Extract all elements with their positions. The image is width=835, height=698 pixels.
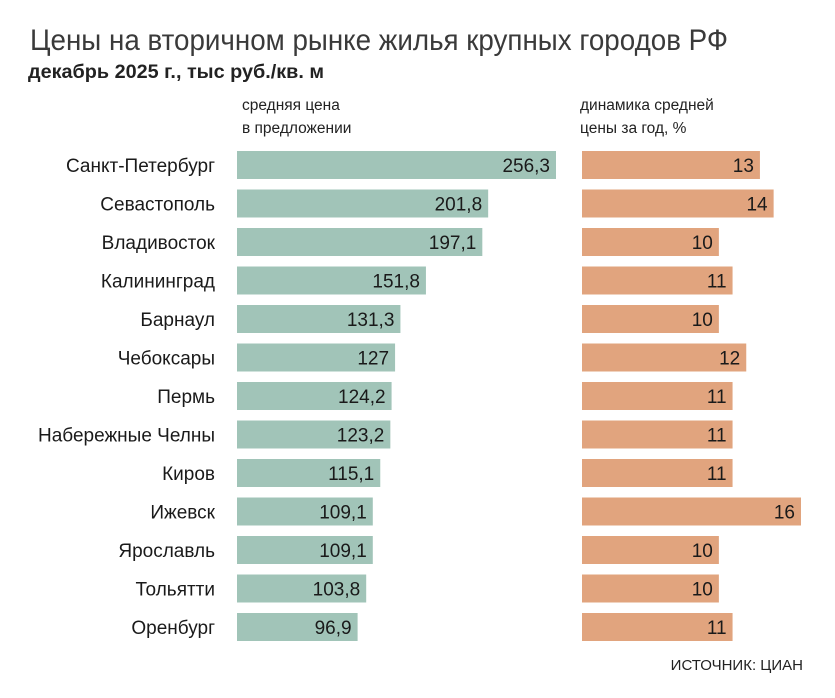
change-bar bbox=[582, 151, 760, 179]
category-label: Оренбург bbox=[131, 618, 215, 639]
price-bar bbox=[237, 613, 358, 641]
price-label: 256,3 bbox=[502, 156, 550, 177]
price-bar bbox=[237, 305, 401, 333]
change-label: 10 bbox=[692, 310, 713, 331]
price-header-line1: средняя цена bbox=[242, 97, 340, 114]
category-label: Тольятти bbox=[135, 580, 215, 601]
change-label: 10 bbox=[692, 233, 713, 254]
price-bar bbox=[237, 420, 391, 449]
price-bar bbox=[237, 189, 489, 218]
price-label: 151,8 bbox=[372, 272, 420, 293]
category-label: Калининград bbox=[101, 272, 215, 293]
price-bar bbox=[237, 574, 367, 603]
change-label: 10 bbox=[692, 541, 713, 562]
price-bar bbox=[237, 497, 373, 526]
category-label: Киров bbox=[162, 464, 215, 485]
change-bar bbox=[582, 613, 733, 641]
category-label: Ижевск bbox=[150, 503, 215, 524]
category-label: Чебоксары bbox=[118, 349, 215, 370]
price-label: 127 bbox=[357, 349, 389, 370]
source-note: ИСТОЧНИК: ЦИАН bbox=[671, 657, 803, 674]
price-bar bbox=[237, 382, 392, 410]
price-bar bbox=[237, 266, 426, 295]
price-label: 124,2 bbox=[338, 387, 386, 408]
change-bar bbox=[582, 343, 747, 372]
category-label: Ярославль bbox=[118, 541, 215, 562]
change-label: 11 bbox=[707, 464, 727, 485]
price-label: 197,1 bbox=[429, 233, 477, 254]
price-label: 131,3 bbox=[347, 310, 395, 331]
change-bar bbox=[582, 420, 733, 449]
price-label: 115,1 bbox=[328, 464, 374, 485]
change-label: 11 bbox=[707, 387, 727, 408]
chart-subtitle: декабрь 2025 г., тыс руб./кв. м bbox=[28, 62, 324, 83]
price-bar bbox=[237, 536, 373, 564]
change-label: 11 bbox=[707, 426, 727, 447]
change-label: 11 bbox=[707, 618, 727, 639]
change-label: 13 bbox=[733, 156, 754, 177]
price-label: 109,1 bbox=[319, 541, 367, 562]
price-label: 96,9 bbox=[315, 618, 352, 639]
price-header-line2: в предложении bbox=[242, 120, 351, 137]
bars-group: Санкт-Петербург 256,3 13 Севастополь 201,8 14… bbox=[38, 151, 801, 641]
change-bar bbox=[582, 189, 774, 218]
change-bar bbox=[582, 305, 719, 333]
category-label: Севастополь bbox=[100, 195, 215, 216]
change-label: 10 bbox=[692, 580, 713, 601]
price-bar bbox=[237, 228, 483, 256]
change-label: 16 bbox=[774, 503, 795, 524]
change-bar bbox=[582, 574, 719, 603]
change-label: 12 bbox=[719, 349, 740, 370]
category-label: Пермь bbox=[157, 387, 215, 408]
price-bar bbox=[237, 459, 381, 487]
price-label: 123,2 bbox=[337, 426, 385, 447]
price-label: 103,8 bbox=[313, 580, 361, 601]
category-label: Владивосток bbox=[102, 233, 216, 254]
category-label: Санкт-Петербург bbox=[66, 156, 215, 177]
price-bar bbox=[237, 151, 556, 179]
category-label: Набережные Челны bbox=[38, 426, 215, 447]
change-bar bbox=[582, 382, 733, 410]
change-label: 11 bbox=[707, 272, 727, 293]
change-bar bbox=[582, 266, 733, 295]
change-header-line2: цены за год, % bbox=[580, 120, 687, 137]
price-bar bbox=[237, 343, 396, 372]
price-label: 201,8 bbox=[435, 195, 483, 216]
change-bar bbox=[582, 497, 801, 526]
change-bar bbox=[582, 228, 719, 256]
change-header-line1: динамика средней bbox=[580, 97, 714, 114]
price-label: 109,1 bbox=[319, 503, 367, 524]
change-bar bbox=[582, 536, 719, 564]
change-label: 14 bbox=[746, 195, 768, 216]
category-label: Барнаул bbox=[140, 310, 215, 331]
change-bar bbox=[582, 459, 733, 487]
chart-title: Цены на вторичном рынке жилья крупных го… bbox=[30, 24, 728, 57]
